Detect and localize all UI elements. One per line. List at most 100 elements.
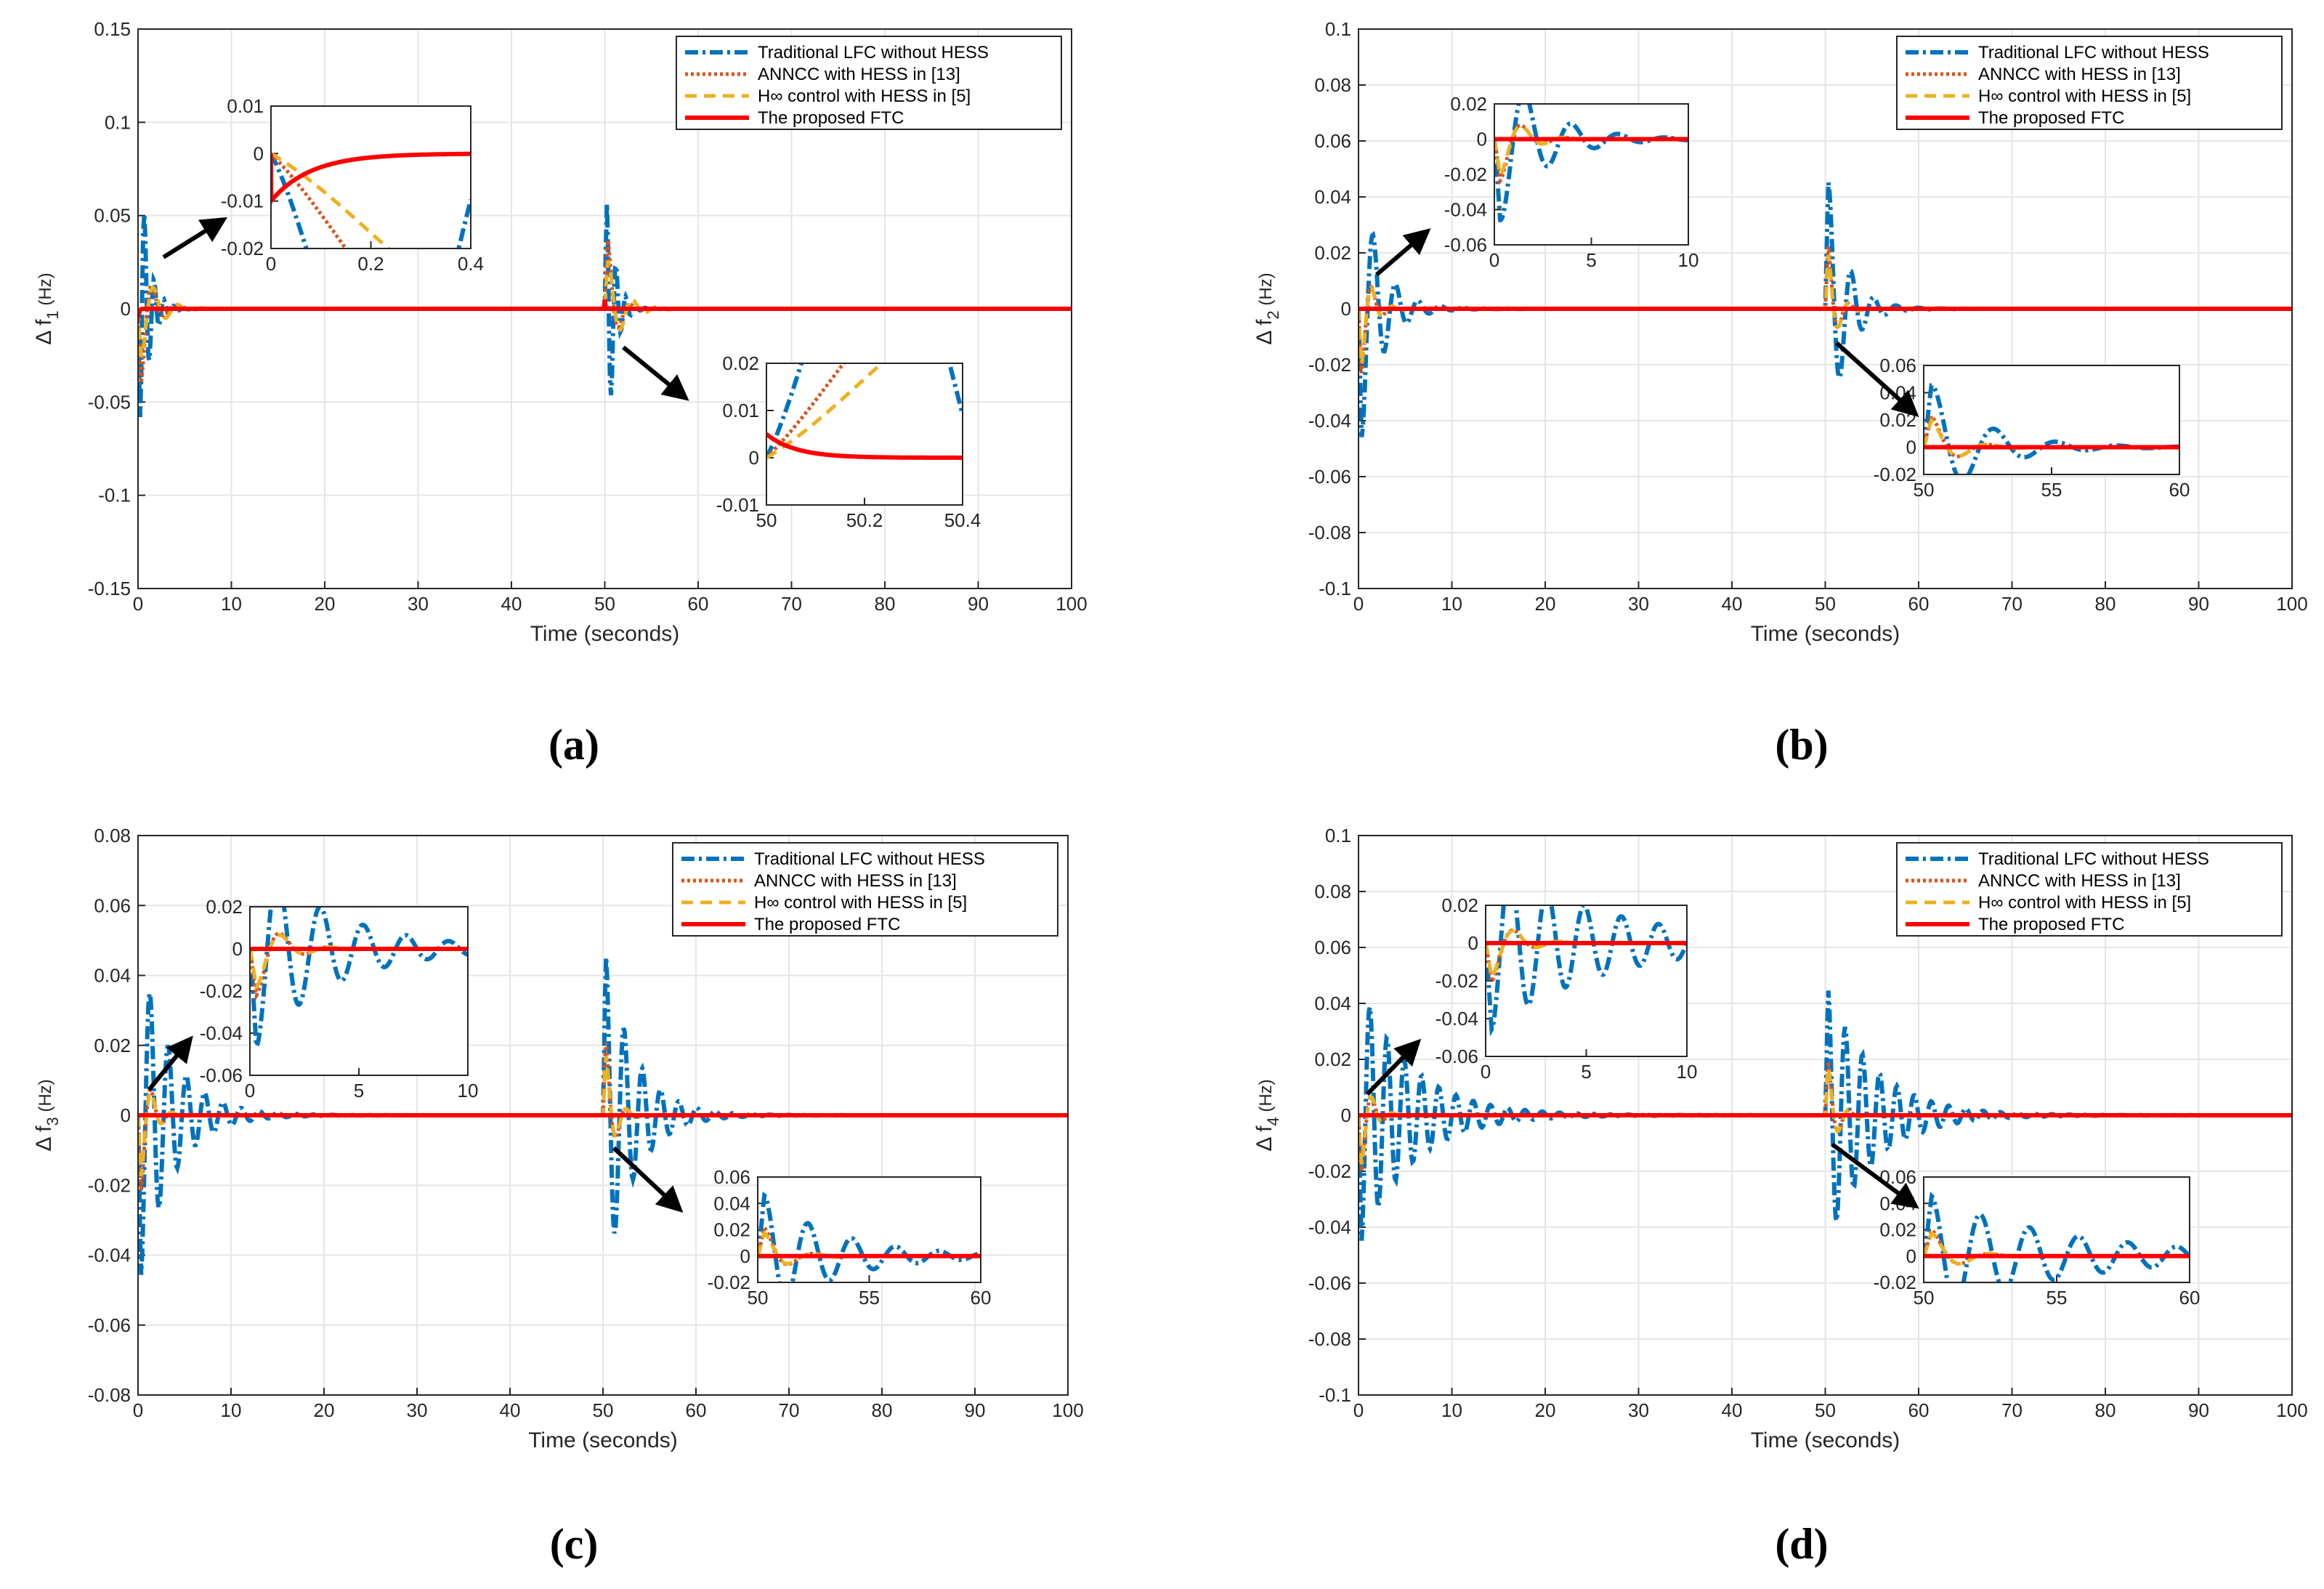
series-line-yellow — [766, 363, 885, 460]
inset-start: 0 5 10 -0.06 -0.04 -0.02 0 0.02 — [147, 896, 478, 1101]
y-tick-label: -0.04 — [1308, 1216, 1351, 1238]
y-tick-label: -0.02 — [1874, 464, 1916, 485]
x-tick-label: 60 — [971, 1287, 992, 1309]
y-tick-label: 0.04 — [713, 1192, 750, 1214]
x-tick-label: 60 — [1908, 593, 1930, 615]
y-tick-label: 0.08 — [94, 825, 131, 846]
y-tick-label: 0.02 — [1441, 894, 1478, 916]
y-tick-label: 0.01 — [722, 400, 759, 421]
legend-label: Traditional LFC without HESS — [1978, 849, 2209, 869]
zoom-arrow — [1834, 341, 1919, 418]
y-tick-label: -0.15 — [88, 578, 131, 599]
x-tick-label: 50.2 — [846, 509, 883, 531]
zoom-arrow — [622, 345, 689, 401]
x-tick-label: 20 — [1535, 1399, 1556, 1421]
x-tick-label: 10 — [1441, 1399, 1462, 1421]
y-tick-label: 0.02 — [94, 1035, 131, 1056]
y-axis-label-main: Δ f — [1252, 319, 1276, 345]
panel-caption: (a) — [548, 721, 599, 769]
x-tick-label: 90 — [2188, 593, 2209, 615]
y-tick-label: -0.06 — [1308, 1272, 1351, 1294]
y-axis-label-unit: (Hz) — [1256, 272, 1276, 310]
y-tick-label: 0.08 — [1314, 881, 1351, 902]
y-tick-label: 0 — [232, 938, 243, 960]
x-tick-label: 0 — [1489, 249, 1499, 271]
y-axis-label-sub: 4 — [1264, 1117, 1282, 1125]
y-tick-label: 0.04 — [1314, 186, 1351, 208]
inset-frame — [270, 105, 471, 249]
y-axis-label-sub: 2 — [1264, 310, 1282, 319]
zoom-arrow — [1365, 1038, 1422, 1096]
x-tick-label: 100 — [1056, 593, 1087, 615]
y-tick-label: -0.02 — [1874, 1271, 1916, 1293]
legend-label: The proposed FTC — [758, 108, 904, 128]
plot-frame — [137, 835, 1069, 1396]
series-line-blue — [1486, 905, 1687, 1037]
panel-caption: (d) — [1775, 1520, 1828, 1568]
x-tick-label: 10 — [1677, 1061, 1698, 1083]
y-tick-label: -0.02 — [88, 1174, 131, 1196]
y-axis-label: Δ f1 (Hz) — [32, 272, 62, 344]
chart-panel-1: 0 10 20 30 40 50 60 70 80 90 100-0.1-0.08-0.06-0.0… — [1252, 18, 2308, 769]
zoom-arrow — [162, 217, 228, 259]
x-tick-label: 30 — [408, 593, 429, 615]
x-tick-label: 5 — [354, 1080, 364, 1101]
y-tick-label: -0.04 — [88, 1245, 131, 1266]
y-tick-label: 0 — [740, 1245, 750, 1267]
plot-frame — [1358, 28, 2293, 589]
y-tick-label: -0.06 — [1436, 1046, 1478, 1067]
y-axis-label-unit: (Hz) — [1256, 1079, 1276, 1117]
x-tick-label: 0 — [245, 1080, 255, 1101]
x-tick-label: 50 — [1815, 593, 1836, 615]
x-tick-label: 50.4 — [944, 509, 981, 531]
y-tick-label: 0 — [1906, 437, 1916, 458]
x-tick-label: 50 — [748, 1287, 769, 1309]
x-tick-label: 80 — [875, 593, 896, 615]
y-tick-label: -0.06 — [88, 1314, 131, 1336]
inset-frame — [766, 363, 963, 506]
series-line-yellow — [250, 933, 468, 991]
legend-label: ANNCC with HESS in [13] — [758, 65, 960, 84]
legend-label: The proposed FTC — [754, 915, 900, 934]
x-tick-label: 60 — [2179, 1287, 2200, 1309]
x-tick-label: 100 — [2276, 1399, 2307, 1421]
y-tick-label: 0.01 — [227, 95, 264, 117]
x-tick-label: 90 — [968, 593, 989, 615]
y-tick-label: 0 — [1468, 932, 1478, 954]
x-tick-label: 70 — [2001, 1399, 2023, 1421]
plot-frame — [1358, 835, 2293, 1396]
y-tick-label: -0.04 — [1308, 410, 1351, 432]
x-tick-label: 80 — [2095, 1399, 2116, 1421]
y-tick-label: -0.02 — [1308, 1160, 1351, 1182]
x-tick-label: 60 — [2169, 479, 2190, 501]
series-line-orange — [766, 363, 846, 459]
y-tick-label: 0.02 — [722, 352, 759, 374]
x-tick-label: 70 — [2001, 593, 2023, 615]
y-tick-label: -0.04 — [1444, 199, 1487, 221]
x-tick-label: 40 — [501, 593, 522, 615]
chart-panel-0: 0 10 20 30 40 50 60 70 80 90 100-0.15-0.1-0.0500.0… — [32, 18, 1088, 769]
legend-label: Traditional LFC without HESS — [758, 43, 989, 62]
y-tick-label: -0.02 — [221, 238, 264, 259]
inset-start: 0 5 10 -0.06 -0.04 -0.02 0 0.02 — [1375, 93, 1699, 277]
y-tick-label: -0.04 — [1436, 1008, 1478, 1030]
y-tick-label: 0.02 — [206, 896, 243, 918]
inset-background — [1494, 104, 1688, 245]
x-tick-label: 60 — [688, 593, 709, 615]
x-tick-label: 30 — [407, 1399, 428, 1421]
inset-frame — [249, 906, 469, 1076]
x-tick-label: 20 — [314, 1399, 335, 1421]
x-tick-label: 55 — [2041, 479, 2062, 501]
x-tick-label: 100 — [2276, 593, 2307, 615]
legend-label: H∞ control with HESS in [5] — [758, 86, 971, 106]
x-tick-label: 50 — [1914, 479, 1935, 501]
inset-frame — [1923, 365, 2180, 475]
y-tick-label: 0.04 — [1314, 992, 1351, 1014]
y-tick-label: -0.01 — [716, 494, 759, 516]
y-tick-label: -0.1 — [1319, 578, 1351, 599]
y-tick-label: 0.04 — [94, 965, 131, 987]
y-axis-label: Δ f4 (Hz) — [1252, 1079, 1282, 1151]
chart-panel-2: 0 10 20 30 40 50 60 70 80 90 100-0.08-0.06-0.04-0.… — [32, 825, 1084, 1568]
